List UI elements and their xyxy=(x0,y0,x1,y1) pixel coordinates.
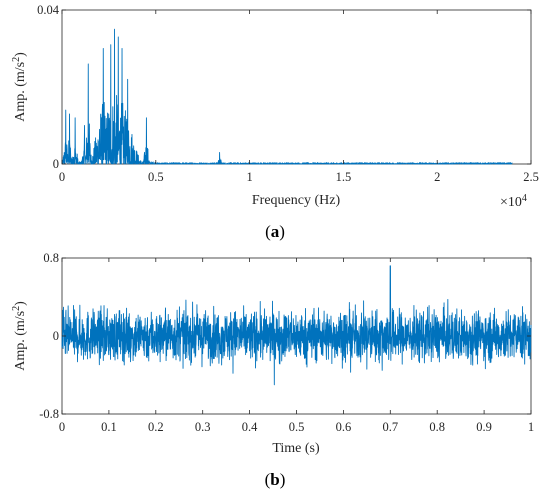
spectrum-y-axis-title-main: Amp. (m/s xyxy=(13,62,28,122)
time-signal-y-axis-title-main: Amp. (m/s xyxy=(13,311,28,371)
time-signal-x-tick-label: 0 xyxy=(59,420,65,434)
spectrum-x-tick-label: 2.5 xyxy=(523,170,539,184)
spectrum-y-axis-title-close: ) xyxy=(13,52,28,57)
time-signal-y-tick-label: -0.8 xyxy=(39,407,59,421)
time-signal-y-axis-title-close: ) xyxy=(13,301,28,306)
spectrum-y-axis-title-sup: 2 xyxy=(11,57,22,62)
time-signal-x-tick-label: 0.8 xyxy=(429,420,445,434)
spectrum-x-tick-label: 1.5 xyxy=(336,170,352,184)
time-signal-x-tick-label: 0.6 xyxy=(336,420,352,434)
time-signal-y-ticks: -0.8 0 0.8 xyxy=(39,251,531,421)
spectrum-x-tick-label: 2 xyxy=(434,170,440,184)
time-signal-x-tick-label: 0.3 xyxy=(195,420,211,434)
time-signal-x-tick-label: 0.4 xyxy=(242,420,258,434)
spectrum-x-tick-label: 1 xyxy=(246,170,252,184)
time-signal-y-axis-title: Amp. (m/s2) xyxy=(11,301,28,371)
time-signal-series xyxy=(61,265,532,386)
panel-b-letter: b xyxy=(270,470,279,489)
time-signal-chart: 0 0.1 0.2 0.3 0.4 0.5 0.6 0.7 0.8 0.9 1 -0.800.8 T… xyxy=(11,251,534,489)
time-signal-x-tick-label: 0.1 xyxy=(101,420,117,434)
spectrum-x-multiplier-exponent: 4 xyxy=(522,193,527,204)
time-signal-x-tick-label: 0.9 xyxy=(476,420,492,434)
time-signal-x-ticks: 0 0.1 0.2 0.3 0.4 0.5 0.6 0.7 0.8 0.9 1 xyxy=(59,258,534,434)
time-signal-x-tick-label: 0.5 xyxy=(289,420,305,434)
time-signal-y-tick-label: 0 xyxy=(53,329,59,343)
spectrum-x-tick-label: 0.5 xyxy=(148,170,164,184)
time-signal-x-tick-label: 0.7 xyxy=(382,420,398,434)
time-signal-series-line xyxy=(61,265,532,386)
spectrum-x-tick-label: 0 xyxy=(59,170,65,184)
time-signal-x-axis-title: Time (s) xyxy=(272,441,320,456)
spectrum-x-multiplier: ×104 xyxy=(500,193,527,210)
time-signal-x-tick-label: 0.2 xyxy=(148,420,164,434)
panel-b-caption: (b) xyxy=(265,470,286,489)
spectrum-y-ticks: 00.04 xyxy=(37,3,531,171)
time-signal-x-tick-label: 1 xyxy=(528,420,534,434)
spectrum-x-ticks: 0 0.5 1 1.5 2 2.5 xyxy=(59,10,539,184)
spectrum-x-axis-title: Frequency (Hz) xyxy=(252,193,341,208)
spectrum-x-multiplier-base: ×10 xyxy=(500,195,522,210)
spectrum-y-axis-title: Amp. (m/s2) xyxy=(11,52,28,122)
time-signal-y-axis-title-sup: 2 xyxy=(11,306,22,311)
spectrum-y-tick-label: 0.04 xyxy=(37,3,60,17)
spectrum-series-line xyxy=(61,28,513,165)
panel-a-caption: (a) xyxy=(265,222,285,241)
spectrum-series xyxy=(61,28,513,165)
time-signal-y-tick-label: 0.8 xyxy=(43,251,59,265)
spectrum-y-tick-label: 0 xyxy=(53,157,59,171)
panel-a-letter: a xyxy=(271,222,280,241)
spectrum-chart: 0 0.5 1 1.5 2 2.5 00.04 Frequency (Hz) ×104 A… xyxy=(11,3,539,241)
